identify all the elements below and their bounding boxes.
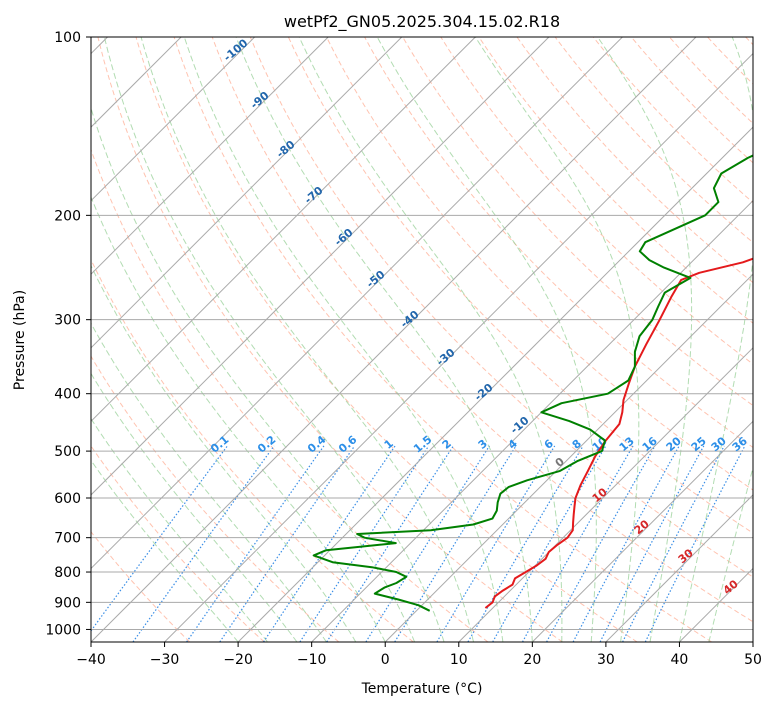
- series: [312, 154, 753, 612]
- isotherm-grid: [91, 37, 753, 642]
- y-tick-label: 700: [54, 531, 81, 547]
- x-tick-label: −30: [150, 652, 180, 668]
- plot-frame: [90, 36, 754, 643]
- y-tick-label: 600: [54, 491, 81, 507]
- isotherm-line: [311, 199, 753, 642]
- moist-adiabat-line: [91, 264, 357, 642]
- mixing-ratio-line: [262, 445, 396, 642]
- mixing-ratio-line: [219, 445, 356, 642]
- y-axis-label: Pressure (hPa): [12, 290, 28, 390]
- dry-adiabat-line: [516, 37, 753, 284]
- x-tick-label: 30: [597, 652, 615, 668]
- y-tick-label: 100: [54, 30, 81, 46]
- isotherm-line: [91, 37, 697, 642]
- moist-adiabat-line: [376, 37, 597, 642]
- mixing-ratio-line: [299, 445, 430, 642]
- moist-adiabat-line: [140, 37, 474, 642]
- mixing-ratio-line: [467, 445, 584, 642]
- chart-title: wetPf2_GN05.2025.304.15.02.R18: [284, 12, 560, 32]
- moist-adiabat-line: [91, 459, 239, 642]
- mixing-ratio-line: [492, 445, 607, 642]
- dry-adiabat-line: [211, 37, 753, 623]
- moist-adiabats: [91, 37, 753, 642]
- isotherm-line: [605, 494, 753, 642]
- moist-adiabat-line: [474, 37, 640, 642]
- mixing-ratio-line: [572, 445, 680, 642]
- x-tick-label: −40: [76, 652, 106, 668]
- isotherm-line: [91, 37, 329, 275]
- dry-adiabat-line: [173, 37, 713, 642]
- x-tick-label: 0: [381, 652, 390, 668]
- isotherm-line: [91, 37, 476, 423]
- plot-area: 0.1 0.2 0.4 0.6 1 1.5 2 3 4 6 8 10 13 16 20 25 30 36-100-…: [91, 37, 753, 642]
- x-axis: −40 −30 −20 −10 0 10 20 30 40 50: [76, 642, 762, 668]
- y-tick-label: 400: [54, 387, 81, 403]
- dry-adiabat-line: [91, 445, 265, 642]
- x-axis-label: Temperature (°C): [361, 681, 483, 697]
- y-axis: 100 200 300 400 500 600 700 800 900 1000: [45, 30, 91, 638]
- mixing-ratio-line: [436, 445, 556, 642]
- x-tick-label: 40: [671, 652, 689, 668]
- moist-adiabat-line: [91, 372, 298, 642]
- y-tick-label: 300: [54, 313, 81, 329]
- mixing-ratio-line: [644, 445, 746, 642]
- dry-adiabat-line: [478, 37, 753, 324]
- moist-adiabat-line: [91, 322, 327, 642]
- mixing-ratio-line: [546, 445, 656, 642]
- x-tick-label: 50: [744, 652, 762, 668]
- isotherm-line: [458, 347, 753, 642]
- mixing-ratio-line: [132, 445, 275, 642]
- mixing-ratio-lines: [91, 445, 746, 642]
- mixing-ratio-line: [91, 445, 228, 632]
- isotherm-line: [384, 273, 753, 642]
- x-tick-label: 10: [450, 652, 468, 668]
- y-tick-label: 200: [54, 208, 81, 224]
- mixing-ratio-line: [365, 445, 491, 642]
- isotherm-line: [164, 52, 753, 642]
- mixing-ratio-line: [186, 445, 325, 642]
- x-tick-label: 20: [523, 652, 541, 668]
- dry-adiabat-line: [326, 37, 753, 491]
- dry-adiabat-line: [91, 355, 340, 642]
- moist-adiabat-line: [91, 195, 386, 642]
- mixing-ratio-line: [326, 445, 454, 642]
- isotherm-line: [91, 37, 403, 349]
- moist-adiabat-line: [183, 37, 504, 642]
- x-tick-label: −10: [297, 652, 327, 668]
- dry-adiabat-line: [249, 37, 753, 578]
- y-tick-label: 800: [54, 565, 81, 581]
- y-tick-label: 1000: [45, 622, 81, 638]
- dry-adiabat-line: [91, 531, 191, 642]
- dry-adiabat-line: [135, 37, 638, 642]
- moist-adiabat-line: [91, 106, 416, 642]
- moist-adiabat-line: [678, 37, 753, 642]
- dewpoint-line: [312, 154, 753, 612]
- isotherm-line: [91, 37, 550, 496]
- dry-adiabat-line: [91, 148, 489, 642]
- moist-adiabat-line: [103, 37, 445, 642]
- isotherm-line: [91, 37, 623, 570]
- isotherm-line: [531, 420, 753, 642]
- moist-adiabat-line: [597, 37, 693, 642]
- mixing-ratio-line: [521, 445, 634, 642]
- dry-adiabat-line: [402, 37, 753, 407]
- x-tick-label: −20: [223, 652, 253, 668]
- y-tick-label: 500: [54, 444, 81, 460]
- isotherm-line: [91, 37, 256, 202]
- dry-adiabat-line: [97, 37, 563, 642]
- isobar-grid: [91, 37, 753, 630]
- isotherm-line: [237, 126, 753, 642]
- moist-adiabat-line: [91, 417, 268, 642]
- y-tick-label: 900: [54, 595, 81, 611]
- temperature-line: [484, 257, 753, 609]
- moist-adiabat-line: [298, 37, 563, 642]
- dry-adiabats: [91, 37, 753, 642]
